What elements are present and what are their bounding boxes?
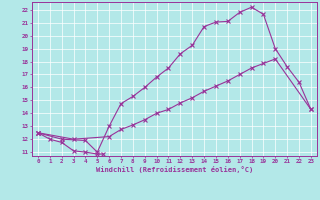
X-axis label: Windchill (Refroidissement éolien,°C): Windchill (Refroidissement éolien,°C) xyxy=(96,166,253,173)
